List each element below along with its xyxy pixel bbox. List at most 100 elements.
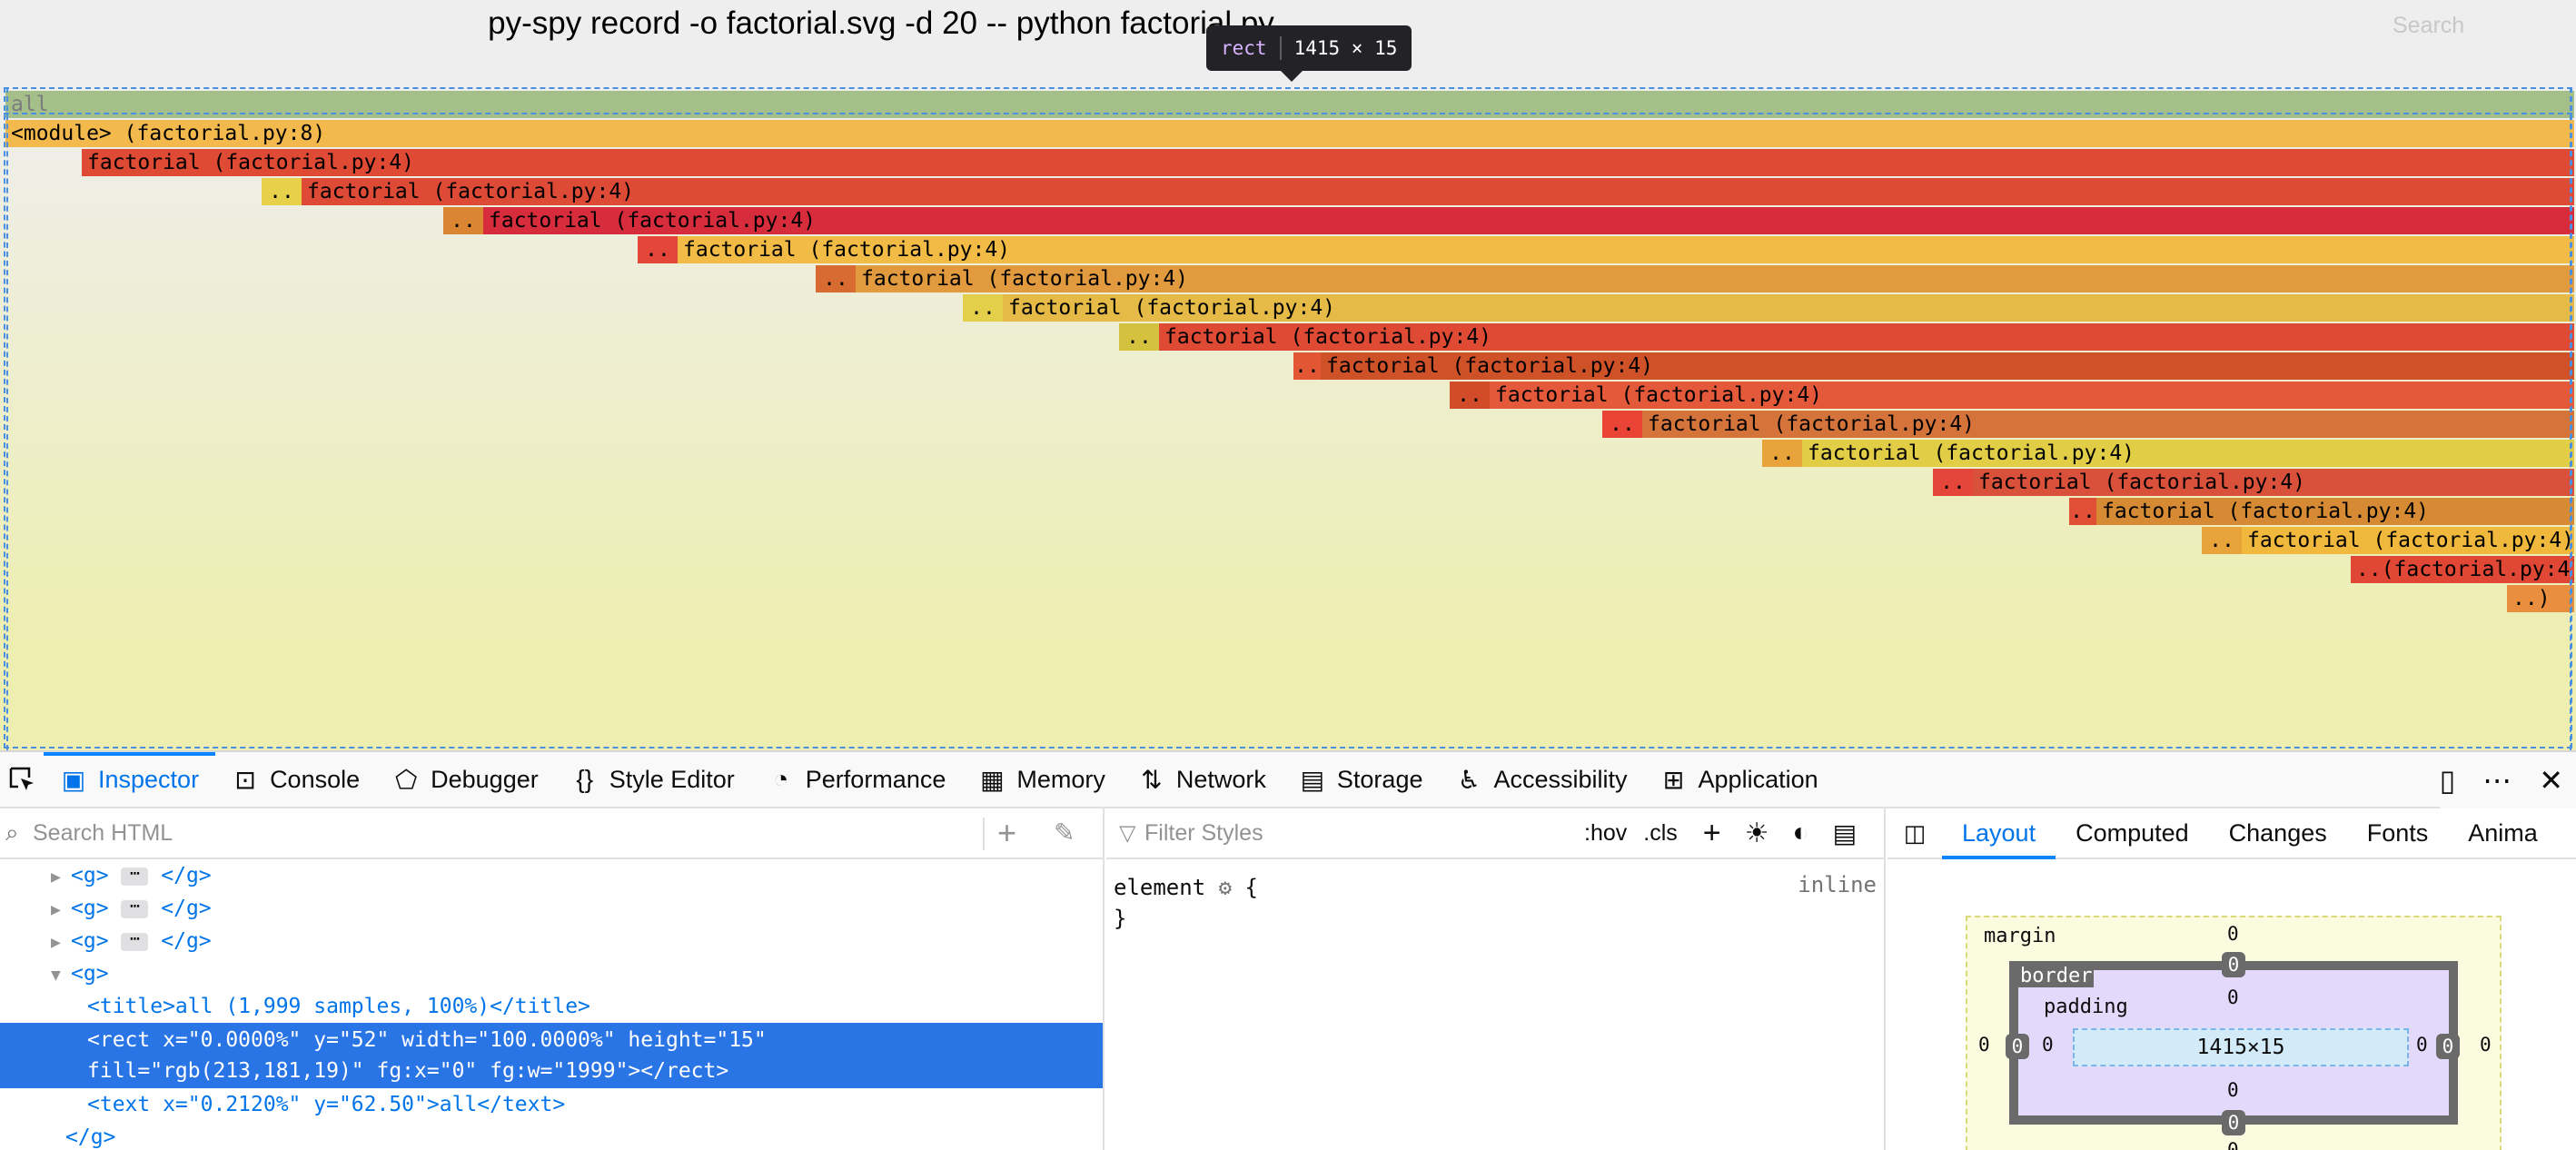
- toggle-sidebar-icon[interactable]: ◫: [1903, 818, 1927, 847]
- ellipsis-icon[interactable]: ⋯: [121, 865, 149, 886]
- tab-label: Inspector: [98, 765, 200, 793]
- tab-debugger[interactable]: ⬠ Debugger: [376, 752, 555, 807]
- add-rule-icon[interactable]: +: [1702, 815, 1721, 850]
- margin-bottom-value[interactable]: 0: [2227, 1139, 2239, 1150]
- expand-arrow-icon[interactable]: ▶: [51, 933, 61, 952]
- flame-frame[interactable]: .. factorial (factorial.py:4): [2069, 498, 2574, 525]
- border-right-value[interactable]: 0: [2436, 1034, 2460, 1059]
- gear-icon[interactable]: ⚙: [1218, 875, 1233, 900]
- filter-styles-input[interactable]: [1144, 819, 1562, 847]
- frame-stub[interactable]: ..: [262, 178, 302, 205]
- tab-network[interactable]: ⇅ Network: [1122, 752, 1283, 807]
- sidebar-tab-layout[interactable]: Layout: [1942, 808, 2056, 859]
- add-node-icon[interactable]: +: [997, 814, 1017, 851]
- markup-node-title[interactable]: <title>all (1,999 samples, 100%)</title>: [87, 995, 590, 1018]
- tab-inspector[interactable]: ▣ Inspector: [44, 752, 216, 807]
- flame-frame[interactable]: .. factorial (factorial.py:4): [816, 265, 2574, 292]
- markup-node-expanded[interactable]: ▼ <g>: [0, 957, 1103, 990]
- padding-top-value[interactable]: 0: [2227, 986, 2239, 1008]
- frame-stub[interactable]: ..: [2202, 527, 2242, 554]
- flame-frame[interactable]: .. factorial (factorial.py:4): [443, 207, 2574, 234]
- collapse-arrow-icon[interactable]: ▼: [51, 966, 61, 985]
- flame-frame[interactable]: factorial (factorial.py:4): [82, 149, 2574, 176]
- padding-label: padding: [2044, 996, 2128, 1018]
- tab-label: Network: [1175, 765, 1266, 793]
- frame-stub[interactable]: ..: [963, 294, 1003, 322]
- print-media-icon[interactable]: ▤: [1832, 818, 1858, 848]
- margin-right-value[interactable]: 0: [2480, 1034, 2492, 1056]
- box-model-content[interactable]: 1415×15: [2073, 1028, 2409, 1066]
- flame-frame[interactable]: .. factorial (factorial.py:4): [638, 236, 2574, 263]
- tab-storage[interactable]: ▤ Storage: [1283, 752, 1440, 807]
- margin-left-value[interactable]: 0: [1978, 1034, 1990, 1056]
- light-scheme-icon[interactable]: ☀: [1744, 818, 1769, 848]
- frame-stub[interactable]: ..: [1119, 323, 1159, 351]
- flame-frame[interactable]: .. factorial (factorial.py:4): [1933, 469, 2574, 496]
- frame-stub[interactable]: ..: [1450, 382, 1490, 409]
- padding-right-value[interactable]: 0: [2416, 1034, 2428, 1056]
- tab-application[interactable]: ⊞ Application: [1644, 752, 1835, 807]
- responsive-design-icon[interactable]: ▯: [2439, 764, 2456, 797]
- flame-frame[interactable]: .. factorial (factorial.py:4): [2202, 527, 2574, 554]
- expand-arrow-icon[interactable]: ▶: [51, 867, 61, 887]
- frame-stub[interactable]: ..: [1602, 411, 1642, 438]
- frame-label: all: [11, 93, 49, 116]
- search-html-input[interactable]: [33, 819, 977, 847]
- markup-panel: ⌕ + ✎ ▶<g> ⋯ </g>▶<g> ⋯ </g>▶<g> ⋯ </g>▼…: [0, 808, 1105, 1150]
- graph-search-button[interactable]: Search: [2393, 13, 2465, 38]
- flame-frame[interactable]: ..(factorial.py:4): [2351, 556, 2574, 583]
- node-line: <rect x="0.0000%" y="52" width="100.0000…: [87, 1028, 767, 1052]
- tab-memory[interactable]: ▦ Memory: [962, 752, 1122, 807]
- flame-frame[interactable]: .. factorial (factorial.py:4): [1762, 440, 2574, 467]
- frame-stub[interactable]: ..: [638, 236, 678, 263]
- flame-frame[interactable]: .. factorial (factorial.py:4): [1293, 352, 2574, 380]
- ellipsis-icon[interactable]: ⋯: [121, 930, 149, 951]
- tab-style-editor[interactable]: {} Style Editor: [555, 752, 751, 807]
- border-top-value[interactable]: 0: [2222, 952, 2245, 977]
- flame-frame[interactable]: .. factorial (factorial.py:4): [963, 294, 2574, 322]
- border-left-value[interactable]: 0: [2006, 1034, 2029, 1059]
- hov-button[interactable]: :hov: [1584, 819, 1628, 846]
- padding-bottom-value[interactable]: 0: [2227, 1079, 2239, 1101]
- dark-scheme-icon[interactable]: ◐: [1792, 818, 1809, 848]
- flame-frame[interactable]: <module> (factorial.py:8): [5, 120, 2574, 147]
- expand-arrow-icon[interactable]: ▶: [51, 900, 61, 919]
- frame-label: ..): [2512, 587, 2551, 610]
- frame-stub[interactable]: ..: [1933, 469, 1973, 496]
- tab-accessibility[interactable]: ♿ Accessibility: [1439, 752, 1643, 807]
- more-options-icon[interactable]: ⋯: [2482, 764, 2512, 797]
- markup-node-collapsed[interactable]: ▶ <g> ⋯ </g>: [0, 859, 1103, 892]
- close-icon[interactable]: ✕: [2539, 764, 2563, 797]
- tab-performance[interactable]: ◔ Performance: [751, 752, 963, 807]
- markup-node-collapsed[interactable]: ▶ <g> ⋯ </g>: [0, 925, 1103, 957]
- frame-stub[interactable]: ..: [816, 265, 856, 292]
- frame-stub[interactable]: ..: [443, 207, 483, 234]
- frame-stub[interactable]: ..: [1762, 440, 1802, 467]
- frame-stub[interactable]: ..: [2069, 498, 2096, 525]
- sidebar-tab-fonts[interactable]: Fonts: [2366, 818, 2429, 847]
- markup-node-close[interactable]: </g>: [65, 1125, 116, 1149]
- markup-node-collapsed[interactable]: ▶ <g> ⋯ </g>: [0, 892, 1103, 925]
- frame-stub[interactable]: ..: [1293, 352, 1321, 380]
- cls-button[interactable]: .cls: [1643, 819, 1678, 846]
- flame-frame[interactable]: .. factorial (factorial.py:4): [1602, 411, 2574, 438]
- tab-console[interactable]: ⊡ Console: [215, 752, 376, 807]
- frame-label: factorial (factorial.py:4): [861, 267, 1189, 291]
- eyedropper-icon[interactable]: ✎: [1054, 818, 1075, 847]
- flame-frame[interactable]: .. factorial (factorial.py:4): [1119, 323, 2574, 351]
- padding-left-value[interactable]: 0: [2042, 1034, 2054, 1056]
- markup-node-text[interactable]: <text x="0.2120%" y="62.50">all</text>: [87, 1093, 566, 1116]
- sidebar-tab-changes[interactable]: Changes: [2228, 818, 2327, 847]
- rule-selector: element: [1114, 875, 1206, 900]
- flame-frame[interactable]: .. factorial (factorial.py:4): [1450, 382, 2574, 409]
- border-bottom-value[interactable]: 0: [2222, 1110, 2245, 1135]
- flame-frame[interactable]: .. factorial (factorial.py:4): [262, 178, 2574, 205]
- flame-frame[interactable]: ..): [2507, 585, 2574, 612]
- flame-graph: py-spy record -o factorial.svg -d 20 -- …: [0, 0, 2576, 750]
- ellipsis-icon[interactable]: ⋯: [121, 897, 149, 918]
- sidebar-tab-anima[interactable]: Anima: [2468, 818, 2538, 847]
- element-picker-button[interactable]: [0, 752, 44, 807]
- markup-node-selected[interactable]: <rect x="0.0000%" y="52" width="100.0000…: [0, 1023, 1103, 1088]
- sidebar-tab-computed[interactable]: Computed: [2076, 818, 2189, 847]
- margin-top-value[interactable]: 0: [2227, 923, 2239, 945]
